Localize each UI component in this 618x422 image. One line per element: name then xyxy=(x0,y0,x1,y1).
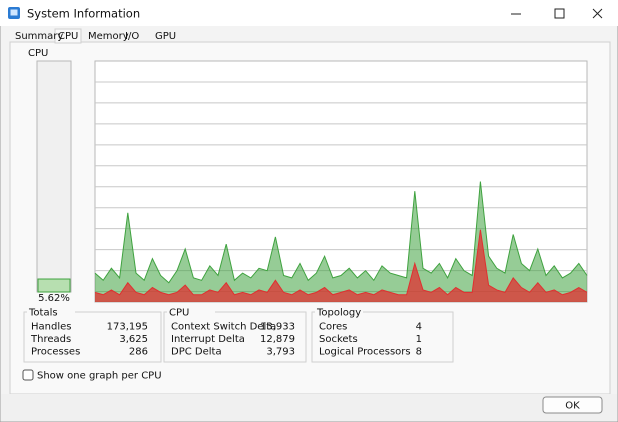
stat-value: 13,933 xyxy=(260,322,295,333)
tab[interactable]: GPU xyxy=(155,31,176,42)
stat-label: Cores xyxy=(319,322,347,333)
app-icon-screen xyxy=(10,9,18,16)
stat-value: 1 xyxy=(416,334,422,345)
stat-label: DPC Delta xyxy=(171,347,222,358)
cpu-meter xyxy=(36,60,72,293)
stat-value: 12,879 xyxy=(260,334,295,345)
window-title: System Information xyxy=(27,7,140,21)
group-box xyxy=(163,311,307,363)
active-tab xyxy=(54,28,82,44)
stat-label: Sockets xyxy=(319,334,358,345)
checkbox-label[interactable]: Show one graph per CPU xyxy=(37,371,162,382)
maximize-button[interactable] xyxy=(554,8,565,19)
stat-value: 8 xyxy=(416,347,422,358)
stat-value: 3,625 xyxy=(119,334,148,345)
stat-label: Handles xyxy=(31,322,71,333)
ok-label[interactable]: OK xyxy=(565,401,580,412)
tab[interactable]: Summary xyxy=(15,31,63,42)
meter-value: 5.62% xyxy=(38,293,70,304)
total-line xyxy=(94,181,588,284)
button-bar xyxy=(1,394,617,421)
kernel-line xyxy=(94,229,588,296)
cpu-graph xyxy=(94,60,588,303)
stat-label: Threads xyxy=(30,334,71,345)
group-title: Totals xyxy=(28,308,58,319)
stat-label: Logical Processors xyxy=(319,347,411,358)
stat-value: 3,793 xyxy=(266,347,295,358)
stat-label: Interrupt Delta xyxy=(171,334,245,345)
title-bar xyxy=(0,0,618,26)
checkbox[interactable] xyxy=(22,369,34,381)
group-box xyxy=(23,311,162,363)
meter-label: CPU xyxy=(28,48,48,59)
total-area xyxy=(95,181,587,302)
tab[interactable]: Memory xyxy=(88,31,129,42)
stat-value: 4 xyxy=(416,322,422,333)
group-title: CPU xyxy=(169,308,189,319)
meter-fill xyxy=(37,278,71,293)
group-box xyxy=(311,311,454,363)
tab[interactable]: I/O xyxy=(125,31,139,42)
stat-value: 286 xyxy=(129,347,148,358)
stat-value: 173,195 xyxy=(107,322,148,333)
stat-label: Context Switch Delta xyxy=(171,322,276,333)
tab[interactable]: CPU xyxy=(58,31,78,42)
ok-button[interactable] xyxy=(542,396,603,414)
group-title: Topology xyxy=(316,308,361,319)
close-button[interactable] xyxy=(592,8,603,19)
stat-label: Processes xyxy=(31,347,80,358)
group-title-bg xyxy=(27,306,75,318)
group-title-bg xyxy=(315,306,363,318)
group-title-bg xyxy=(167,306,215,318)
